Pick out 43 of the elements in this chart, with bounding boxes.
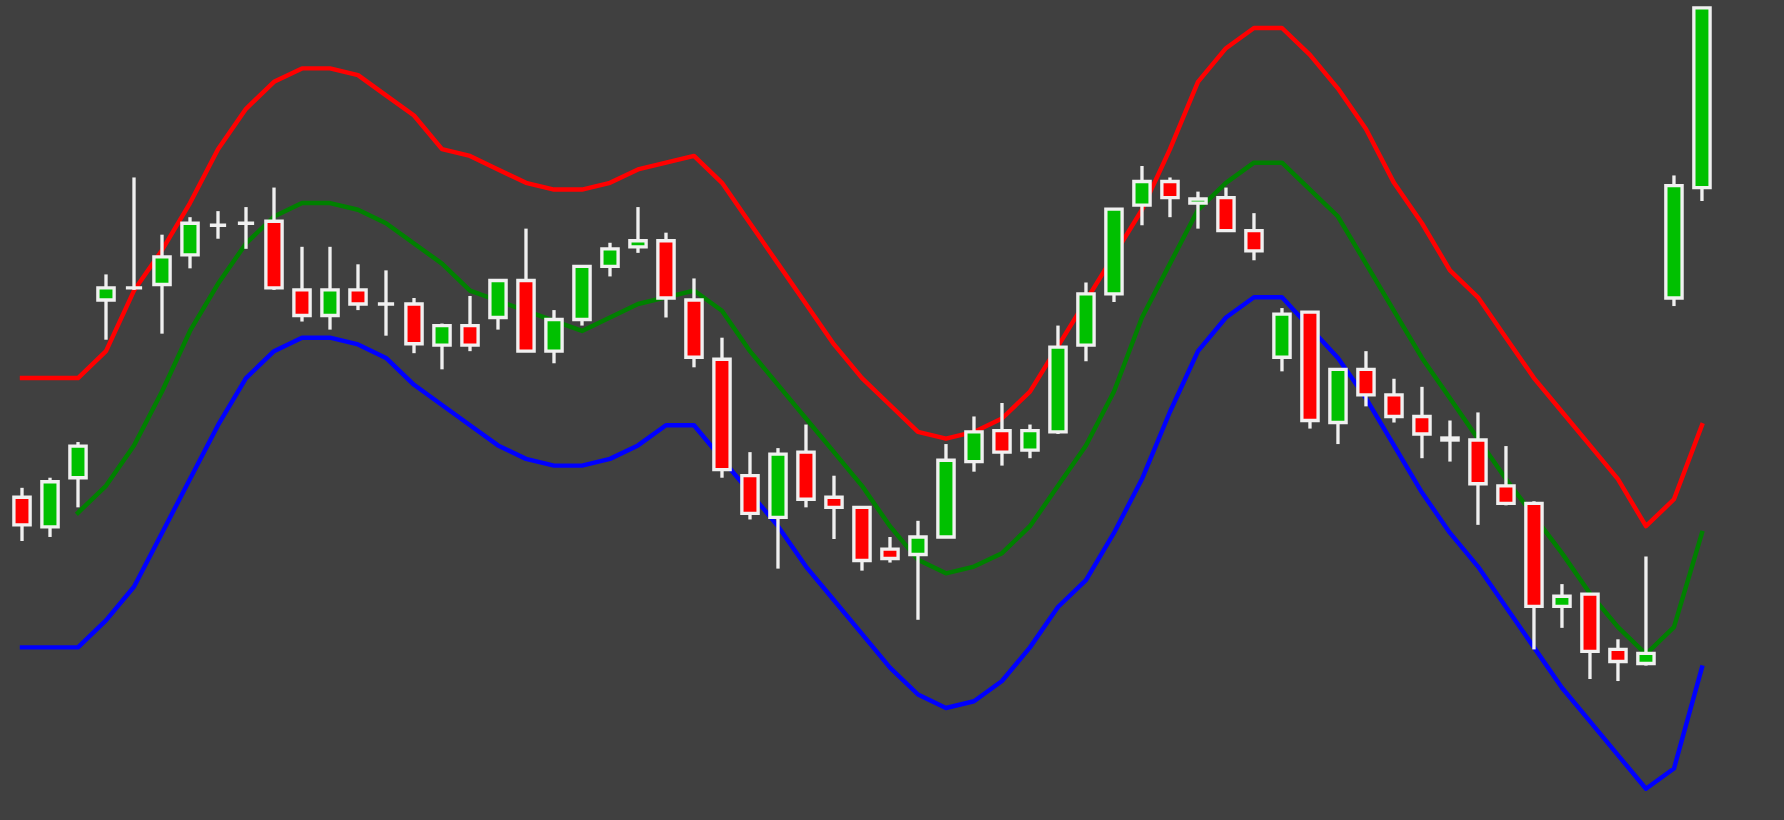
candlestick [1608, 637, 1628, 683]
candlestick [1272, 306, 1292, 374]
candlestick [1468, 410, 1488, 527]
candlestick [824, 474, 844, 541]
candlestick [292, 245, 312, 324]
candlestick [1552, 582, 1572, 630]
candlestick [208, 209, 228, 241]
candlestick [544, 308, 564, 365]
candlestick [628, 205, 648, 255]
candlestick [124, 175, 144, 292]
candlestick [1216, 185, 1236, 233]
candlestick [152, 233, 172, 336]
candlestick [320, 245, 340, 332]
candlestick [432, 321, 452, 372]
candlestick [992, 401, 1012, 468]
candlestick [908, 519, 928, 622]
candlestick [1160, 175, 1180, 219]
candlestick [880, 535, 900, 565]
candlestick [1132, 164, 1152, 227]
candlestick [460, 294, 480, 353]
candlestick [180, 215, 200, 271]
candlestick [1244, 211, 1264, 262]
candlestick [348, 262, 368, 312]
candlestick [1188, 189, 1208, 231]
candlestick [40, 476, 60, 539]
candlestick [404, 296, 424, 355]
candlestick [740, 450, 760, 522]
candlestick [1412, 385, 1432, 460]
candlestick [1636, 554, 1656, 668]
candlestick [96, 272, 116, 342]
candlestick [1496, 444, 1516, 507]
candlestick [12, 486, 32, 543]
candlestick [1356, 349, 1376, 409]
candlestick [1440, 418, 1460, 464]
candlestick [796, 422, 816, 510]
candlestick [1020, 422, 1040, 460]
candlestick [1384, 377, 1404, 425]
candlestick [488, 278, 508, 332]
candlestick [376, 268, 396, 338]
candlestick [964, 414, 984, 474]
candlestick [236, 205, 256, 251]
candlestick [68, 440, 88, 510]
candlestick [600, 241, 620, 279]
